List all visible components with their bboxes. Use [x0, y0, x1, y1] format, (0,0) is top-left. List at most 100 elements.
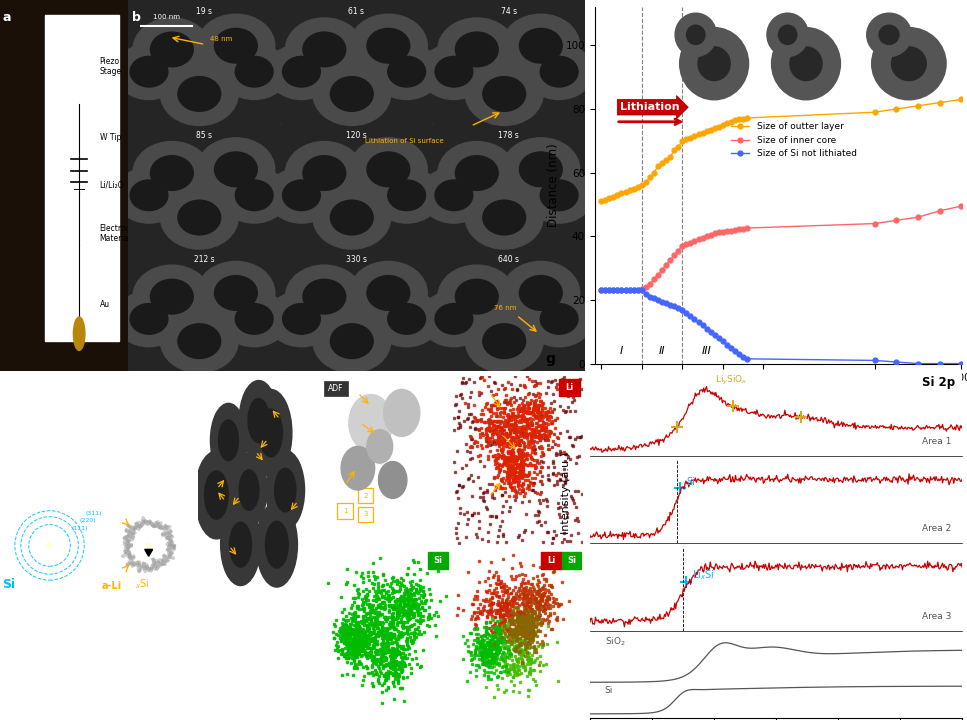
Size of inner core: [868, 220, 880, 228]
Text: 19 s: 19 s: [196, 7, 212, 17]
Size of inner core: [721, 227, 733, 235]
Size of Si not lithiated: [705, 328, 717, 336]
Size of outter layer: [697, 129, 709, 138]
Circle shape: [420, 168, 488, 223]
Circle shape: [372, 291, 441, 347]
Size of outter layer: [912, 102, 923, 110]
Circle shape: [541, 180, 578, 210]
Size of inner core: [668, 251, 680, 260]
Size of inner core: [705, 230, 717, 239]
Circle shape: [525, 168, 594, 223]
Circle shape: [161, 63, 238, 125]
Circle shape: [285, 142, 364, 204]
Circle shape: [229, 522, 251, 567]
Text: 80s: 80s: [302, 378, 317, 387]
Circle shape: [220, 291, 288, 347]
Size of outter layer: [709, 124, 720, 132]
Size of inner core: [685, 238, 696, 247]
Size of inner core: [648, 275, 659, 284]
Size of Si not lithiated: [664, 300, 676, 309]
Circle shape: [235, 56, 273, 87]
Circle shape: [239, 381, 278, 460]
Circle shape: [313, 310, 391, 373]
Size of Si not lithiated: [713, 334, 724, 343]
Line: Size of outter layer: Size of outter layer: [599, 91, 967, 204]
Size of inner core: [660, 261, 672, 269]
Size of inner core: [672, 246, 684, 255]
Text: a: a: [3, 11, 11, 24]
Circle shape: [438, 142, 515, 204]
Size of Si not lithiated: [689, 315, 700, 323]
Size of outter layer: [738, 114, 749, 123]
Text: 74 s: 74 s: [501, 7, 517, 17]
Bar: [433, 1, 585, 123]
Circle shape: [197, 14, 275, 77]
Circle shape: [275, 468, 296, 512]
Size of Si not lithiated: [631, 286, 643, 294]
Size of outter layer: [725, 117, 737, 126]
Size of inner core: [729, 225, 741, 234]
Bar: [128, 124, 279, 247]
Size of outter layer: [692, 130, 704, 139]
Size of inner core: [709, 229, 720, 238]
Size of inner core: [689, 237, 700, 246]
Circle shape: [133, 265, 211, 328]
Text: g: g: [545, 352, 555, 366]
Circle shape: [178, 324, 220, 359]
Bar: [280, 124, 432, 247]
Size of inner core: [640, 283, 652, 292]
Size of Si not lithiated: [636, 286, 648, 294]
Size of Si not lithiated: [725, 343, 737, 352]
Circle shape: [235, 180, 273, 210]
Text: 76 nm: 76 nm: [493, 305, 516, 311]
Size of Si not lithiated: [668, 302, 680, 310]
Size of inner core: [912, 213, 923, 222]
Circle shape: [205, 471, 228, 519]
Text: Electrode
Material: Electrode Material: [100, 224, 135, 243]
Size of Si not lithiated: [681, 308, 692, 317]
Circle shape: [133, 142, 211, 204]
Size of outter layer: [603, 194, 615, 202]
Size of inner core: [681, 240, 692, 248]
Size of Si not lithiated: [697, 321, 709, 330]
Circle shape: [161, 310, 238, 373]
Text: e: e: [199, 378, 208, 391]
Circle shape: [525, 291, 594, 347]
Size of outter layer: [657, 159, 668, 168]
Size of Si not lithiated: [701, 324, 713, 333]
Text: Li/Li₂O: Li/Li₂O: [100, 181, 124, 190]
Circle shape: [438, 18, 515, 81]
Size of inner core: [616, 286, 628, 294]
Circle shape: [465, 63, 543, 125]
Size of outter layer: [681, 135, 692, 143]
Size of Si not lithiated: [733, 350, 745, 359]
Size of outter layer: [672, 143, 684, 151]
Circle shape: [256, 503, 298, 587]
Circle shape: [131, 304, 168, 334]
Text: f: f: [322, 382, 327, 395]
Circle shape: [455, 32, 498, 67]
Size of outter layer: [620, 187, 631, 196]
Circle shape: [420, 44, 488, 99]
Size of outter layer: [624, 186, 635, 194]
Circle shape: [248, 399, 270, 442]
Circle shape: [115, 168, 184, 223]
Circle shape: [220, 168, 288, 223]
Text: 178 s: 178 s: [498, 131, 519, 140]
Line: Size of Si not lithiated: Size of Si not lithiated: [599, 288, 967, 366]
Text: 640 s: 640 s: [498, 255, 519, 264]
Text: Piezo
Stage: Piezo Stage: [100, 57, 122, 76]
Circle shape: [388, 180, 425, 210]
Size of Si not lithiated: [955, 359, 967, 368]
Size of outter layer: [701, 127, 713, 135]
Size of inner core: [891, 216, 902, 225]
Circle shape: [197, 138, 275, 201]
Circle shape: [115, 44, 184, 99]
Circle shape: [267, 44, 336, 99]
Size of outter layer: [636, 181, 648, 190]
Size of Si not lithiated: [607, 286, 619, 294]
Circle shape: [239, 469, 259, 510]
Circle shape: [73, 317, 85, 351]
Circle shape: [313, 186, 391, 249]
Size of outter layer: [644, 173, 656, 181]
